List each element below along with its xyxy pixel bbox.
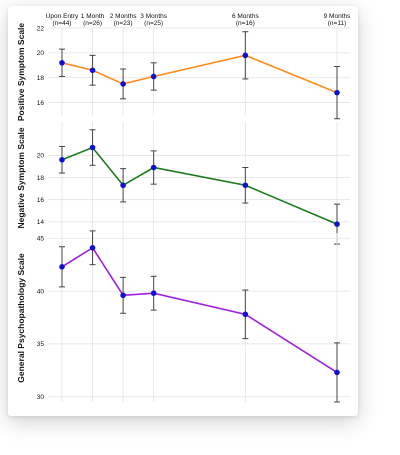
y-tick-label: 14	[37, 219, 45, 226]
data-point	[59, 60, 65, 66]
series-line	[61, 246, 338, 374]
x-tick-count-label: (n=11)	[328, 20, 347, 27]
data-point	[89, 67, 96, 74]
data-point	[120, 81, 126, 87]
data-point	[150, 290, 157, 297]
x-tick-count-label: (n=44)	[53, 20, 72, 27]
y-tick-label: 18	[37, 75, 45, 82]
y-tick-label: 20	[37, 153, 45, 160]
data-point	[59, 156, 65, 163]
data-point	[242, 182, 249, 189]
series-line	[61, 146, 338, 225]
data-point	[334, 221, 340, 227]
x-tick-label: 1 Month	[81, 13, 105, 20]
y-tick-label: 45	[37, 236, 45, 243]
y-axis-label: Negative Symptom Scale	[16, 127, 26, 228]
y-tick-label: 16	[37, 100, 45, 107]
data-point	[89, 244, 96, 251]
data-point	[120, 182, 126, 189]
x-tick-count-label: (n=16)	[236, 20, 255, 27]
data-point	[89, 144, 96, 151]
y-axis-label: General Psychopathology Scale	[16, 253, 26, 383]
y-tick-label: 22	[37, 25, 45, 32]
y-tick-label: 20	[37, 50, 45, 57]
x-tick-count-label: (n=23)	[114, 20, 133, 27]
x-tick-label: 2 Months	[110, 13, 137, 20]
data-point	[120, 292, 126, 299]
x-tick-label: 9 Months	[324, 13, 351, 20]
data-point	[334, 369, 340, 376]
data-point	[150, 164, 157, 171]
y-tick-label: 18	[37, 175, 45, 182]
data-point	[150, 73, 157, 80]
data-point	[242, 311, 249, 318]
data-point	[242, 52, 249, 59]
series-line	[61, 54, 338, 94]
x-tick-label: Upon Entry	[46, 13, 79, 20]
x-tick-count-label: (n=26)	[83, 20, 102, 27]
figure-card	[8, 6, 358, 416]
x-tick-label: 3 Months	[140, 13, 167, 20]
y-tick-label: 30	[37, 394, 45, 401]
data-point	[334, 89, 340, 96]
y-tick-label: 16	[37, 197, 45, 204]
y-axis-label: Positive Symptom Scale	[16, 23, 26, 122]
y-tick-label: 40	[37, 288, 45, 295]
x-tick-label: 6 Months	[232, 13, 259, 20]
y-tick-label: 35	[37, 341, 45, 348]
data-point	[59, 264, 65, 270]
x-tick-count-label: (n=25)	[144, 20, 163, 27]
